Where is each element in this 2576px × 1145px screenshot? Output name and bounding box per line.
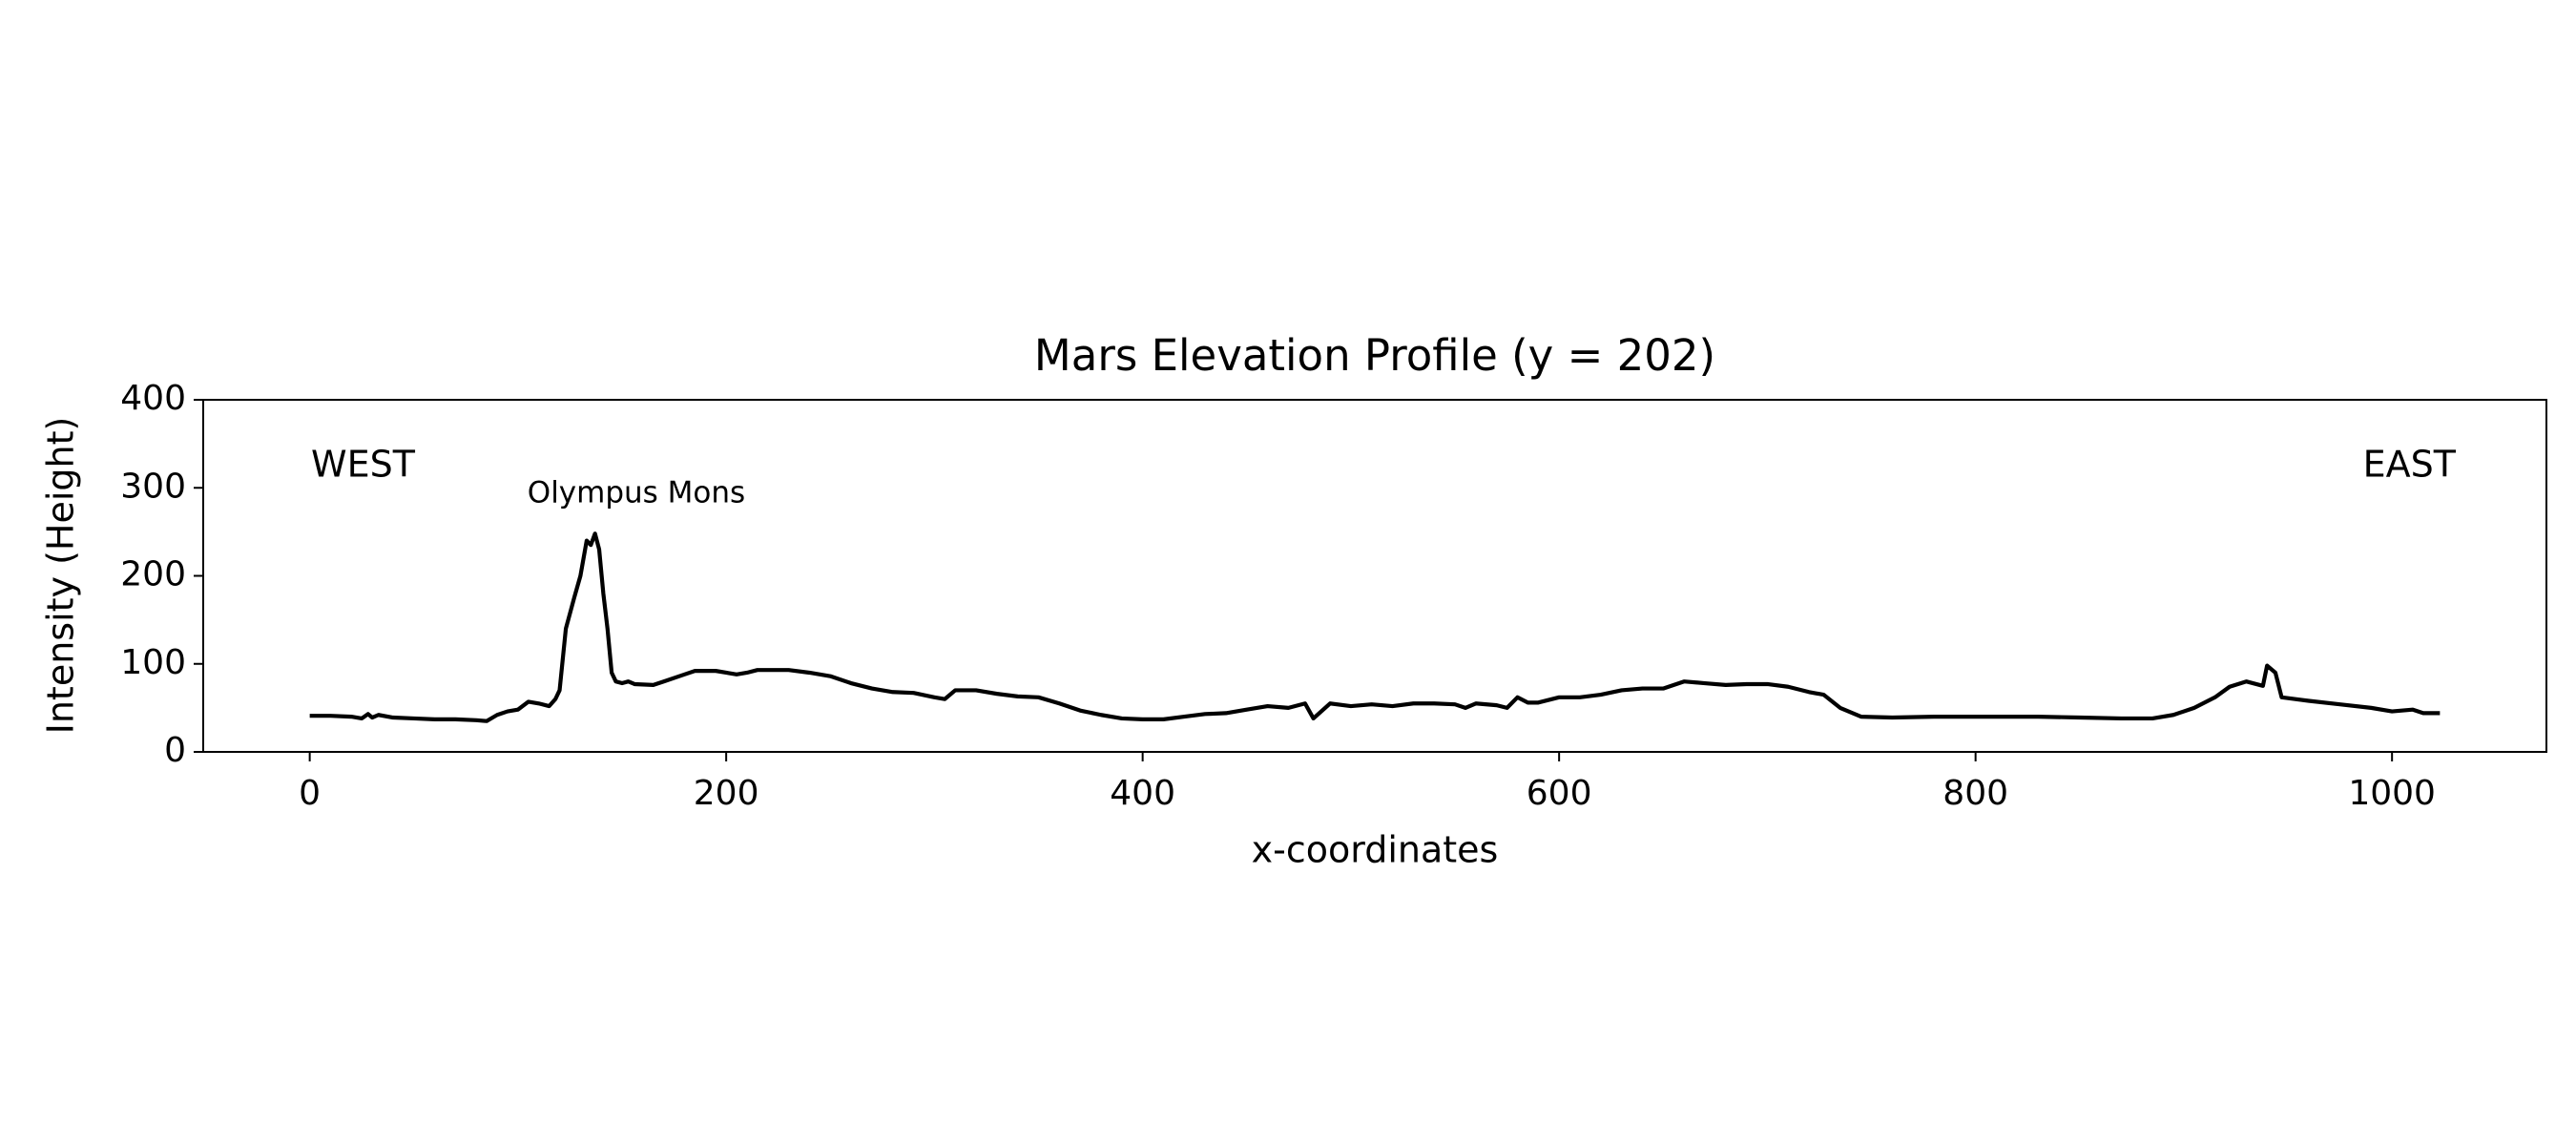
x-tick-label: 400 — [1110, 774, 1175, 813]
y-tick-label: 400 — [120, 379, 186, 418]
x-tick-label: 1000 — [2348, 774, 2436, 813]
annotation: EAST — [2363, 444, 2457, 486]
y-tick-label: 0 — [164, 731, 186, 770]
annotation: WEST — [311, 444, 416, 486]
y-tick-label: 200 — [120, 555, 186, 594]
x-tick-label: 0 — [299, 774, 321, 813]
line — [309, 531, 2441, 723]
x-tick-label: 800 — [1942, 774, 2008, 813]
y-axis-label: Intensity (Height) — [40, 417, 82, 735]
y-tick-label: 300 — [120, 467, 186, 506]
x-tick-label: 200 — [694, 774, 759, 813]
chart-title: Mars Elevation Profile (y = 202) — [1034, 330, 1715, 381]
annotation: Olympus Mons — [528, 476, 745, 510]
y-tick-label: 100 — [120, 643, 186, 682]
x-axis-label: x-coordinates — [1252, 829, 1499, 871]
x-tick-label: 600 — [1527, 774, 1592, 813]
